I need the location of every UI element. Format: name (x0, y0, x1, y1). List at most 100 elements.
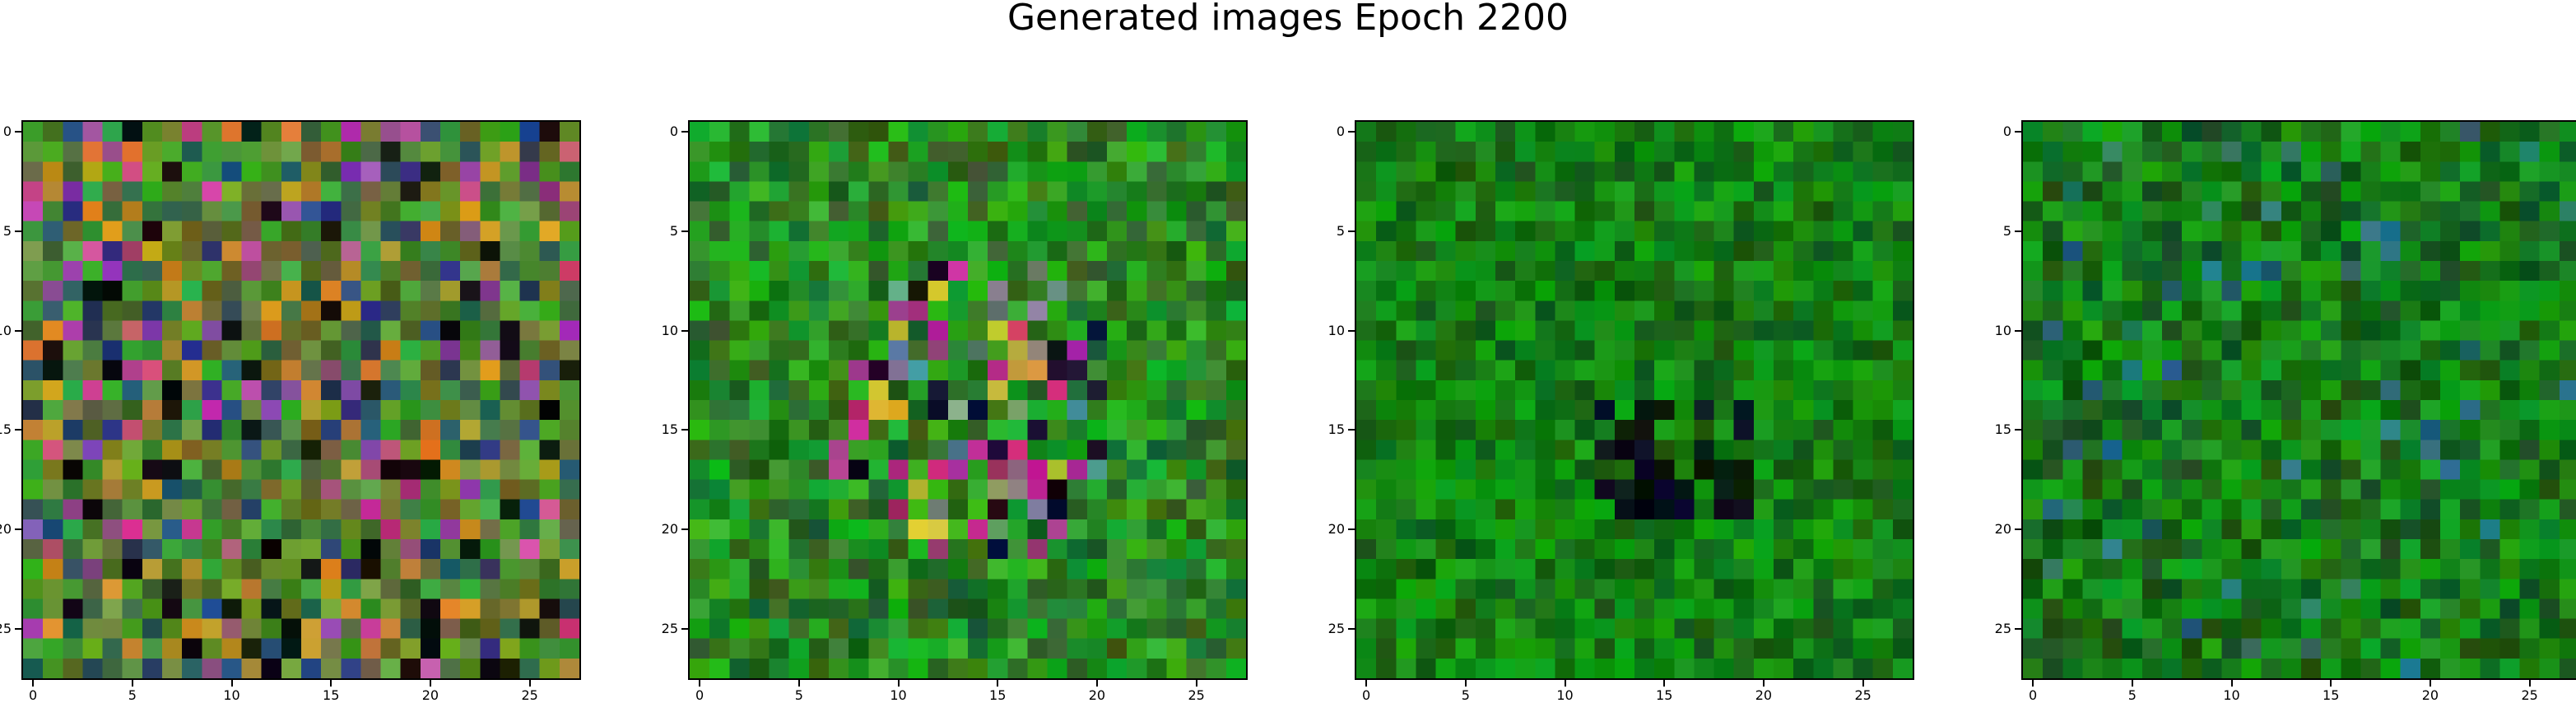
generated-image-panel-3 (1355, 120, 1914, 680)
x-tick-label: 25 (1188, 687, 1205, 703)
y-tick-mark (2015, 329, 2021, 332)
x-tick-label: 25 (1854, 687, 1872, 703)
x-tick-mark (2330, 680, 2332, 687)
x-tick-label: 10 (1556, 687, 1574, 703)
x-tick-label: 25 (521, 687, 538, 703)
y-tick-mark (15, 429, 21, 431)
y-tick-mark (1348, 528, 1355, 530)
y-tick-mark (15, 528, 21, 530)
x-tick-mark (1862, 680, 1864, 687)
x-tick-label: 15 (1656, 687, 1673, 703)
y-tick-label: 0 (669, 123, 678, 140)
y-tick-mark (15, 627, 21, 630)
generated-image-2 (690, 122, 1246, 678)
y-tick-mark (2015, 627, 2021, 630)
x-tick-mark (429, 680, 431, 687)
generated-image-3 (1356, 122, 1913, 678)
y-tick-mark (1348, 329, 1355, 332)
y-tick-label: 20 (1328, 520, 1345, 537)
y-tick-mark (1348, 230, 1355, 232)
x-tick-mark (2528, 680, 2531, 687)
y-tick-label: 5 (2002, 222, 2011, 239)
x-tick-label: 10 (2223, 687, 2240, 703)
y-tick-mark (15, 131, 21, 133)
x-tick-mark (1464, 680, 1467, 687)
x-tick-label: 20 (2421, 687, 2439, 703)
y-tick-label: 5 (2, 222, 12, 239)
y-tick-label: 25 (1994, 620, 2011, 636)
x-tick-label: 0 (695, 687, 704, 703)
y-tick-label: 15 (1994, 421, 2011, 438)
x-tick-mark (897, 680, 900, 687)
y-tick-label: 10 (1328, 322, 1345, 338)
x-tick-mark (230, 680, 233, 687)
x-tick-label: 0 (28, 687, 38, 703)
y-tick-label: 25 (661, 620, 678, 636)
x-tick-mark (32, 680, 35, 687)
x-tick-mark (1095, 680, 1098, 687)
x-tick-mark (1564, 680, 1566, 687)
y-tick-mark (681, 429, 688, 431)
y-tick-label: 5 (1336, 222, 1345, 239)
x-tick-label: 20 (1088, 687, 1106, 703)
y-tick-label: 15 (661, 421, 678, 438)
y-tick-label: 10 (0, 322, 12, 338)
x-tick-mark (330, 680, 332, 687)
y-tick-label: 0 (1336, 123, 1345, 140)
x-tick-mark (1663, 680, 1666, 687)
x-tick-label: 25 (2521, 687, 2538, 703)
y-tick-label: 15 (0, 421, 12, 438)
y-tick-mark (15, 329, 21, 332)
y-tick-mark (2015, 131, 2021, 133)
x-tick-label: 20 (421, 687, 439, 703)
x-tick-label: 10 (223, 687, 240, 703)
y-tick-label: 10 (661, 322, 678, 338)
y-tick-mark (1348, 131, 1355, 133)
y-tick-label: 20 (1994, 520, 2011, 537)
y-tick-mark (1348, 627, 1355, 630)
generated-image-panel-1 (21, 120, 581, 680)
x-tick-mark (2131, 680, 2133, 687)
y-tick-mark (2015, 528, 2021, 530)
x-tick-mark (2230, 680, 2233, 687)
generated-image-1 (23, 122, 579, 678)
x-tick-mark (1762, 680, 1765, 687)
x-tick-mark (2429, 680, 2431, 687)
y-tick-label: 20 (0, 520, 12, 537)
y-tick-label: 20 (661, 520, 678, 537)
x-tick-label: 15 (323, 687, 340, 703)
y-tick-label: 5 (669, 222, 678, 239)
x-tick-label: 5 (2127, 687, 2137, 703)
generated-image-panel-4 (2021, 120, 2576, 680)
x-tick-label: 5 (1461, 687, 1470, 703)
x-tick-label: 0 (2028, 687, 2038, 703)
x-tick-label: 15 (2323, 687, 2340, 703)
x-tick-label: 15 (989, 687, 1007, 703)
y-tick-label: 15 (1328, 421, 1345, 438)
y-tick-label: 0 (2002, 123, 2011, 140)
x-tick-mark (1195, 680, 1197, 687)
x-tick-mark (699, 680, 701, 687)
x-tick-mark (997, 680, 999, 687)
y-tick-mark (681, 329, 688, 332)
x-tick-label: 10 (890, 687, 907, 703)
y-tick-label: 0 (2, 123, 12, 140)
x-tick-label: 5 (794, 687, 803, 703)
generated-image-4 (2023, 122, 2576, 678)
figure-title: Generated images Epoch 2200 (1007, 0, 1569, 39)
x-tick-label: 20 (1755, 687, 1773, 703)
y-tick-mark (2015, 429, 2021, 431)
y-tick-mark (681, 528, 688, 530)
generated-image-panel-2 (688, 120, 1248, 680)
x-tick-mark (1365, 680, 1368, 687)
y-tick-mark (2015, 230, 2021, 232)
y-tick-mark (1348, 429, 1355, 431)
y-tick-label: 25 (0, 620, 12, 636)
y-tick-label: 10 (1994, 322, 2011, 338)
y-tick-label: 25 (1328, 620, 1345, 636)
y-tick-mark (15, 230, 21, 232)
y-tick-mark (681, 230, 688, 232)
x-tick-label: 0 (1361, 687, 1371, 703)
y-tick-mark (681, 131, 688, 133)
x-tick-mark (528, 680, 531, 687)
